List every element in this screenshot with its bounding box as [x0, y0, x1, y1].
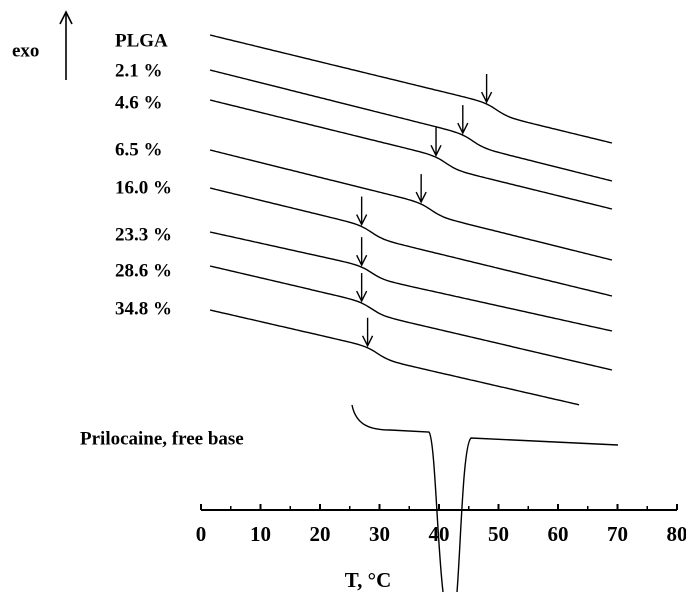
- tg-arrow-head: [356, 214, 368, 227]
- tg-arrow-head: [415, 191, 427, 204]
- x-tick-label: 70: [607, 522, 628, 546]
- tg-arrow-head: [356, 290, 368, 303]
- x-tick-label: 80: [667, 522, 686, 546]
- dsc-curve: [209, 34, 613, 144]
- dsc-curve: [209, 187, 613, 297]
- x-tick-label: 60: [548, 522, 569, 546]
- tg-arrow-head: [480, 91, 493, 104]
- melt-label: Prilocaine, free base: [80, 428, 244, 449]
- dsc-curve: [209, 231, 613, 332]
- x-tick-label: 20: [310, 522, 331, 546]
- series-label: 16.0 %: [115, 177, 172, 198]
- x-tick-label: 10: [250, 522, 271, 546]
- x-tick-label: 30: [369, 522, 390, 546]
- series-label: 34.8 %: [115, 298, 172, 319]
- exo-arrow-head: [59, 10, 73, 25]
- tg-arrow-head: [356, 254, 368, 267]
- tg-arrow-head: [457, 122, 469, 135]
- series-label: PLGA: [115, 30, 168, 51]
- series-label: 28.6 %: [115, 260, 172, 281]
- dsc-curve: [209, 309, 580, 406]
- y-axis-label: exo: [12, 40, 39, 61]
- x-tick-label: 0: [196, 522, 207, 546]
- tg-arrow-head: [361, 335, 374, 348]
- dsc-curve: [209, 149, 613, 261]
- tg-arrow-head: [430, 144, 442, 157]
- series-label: 2.1 %: [115, 60, 163, 81]
- series-label: 6.5 %: [115, 139, 163, 160]
- melt-curve: [351, 404, 619, 593]
- series-label: 23.3 %: [115, 224, 172, 245]
- dsc-curve: [209, 69, 613, 182]
- x-tick-label: 50: [488, 522, 509, 546]
- x-axis-label: T, °C: [345, 568, 392, 592]
- dsc-curve: [209, 99, 613, 210]
- dsc-curve: [209, 265, 613, 371]
- series-label: 4.6 %: [115, 92, 163, 113]
